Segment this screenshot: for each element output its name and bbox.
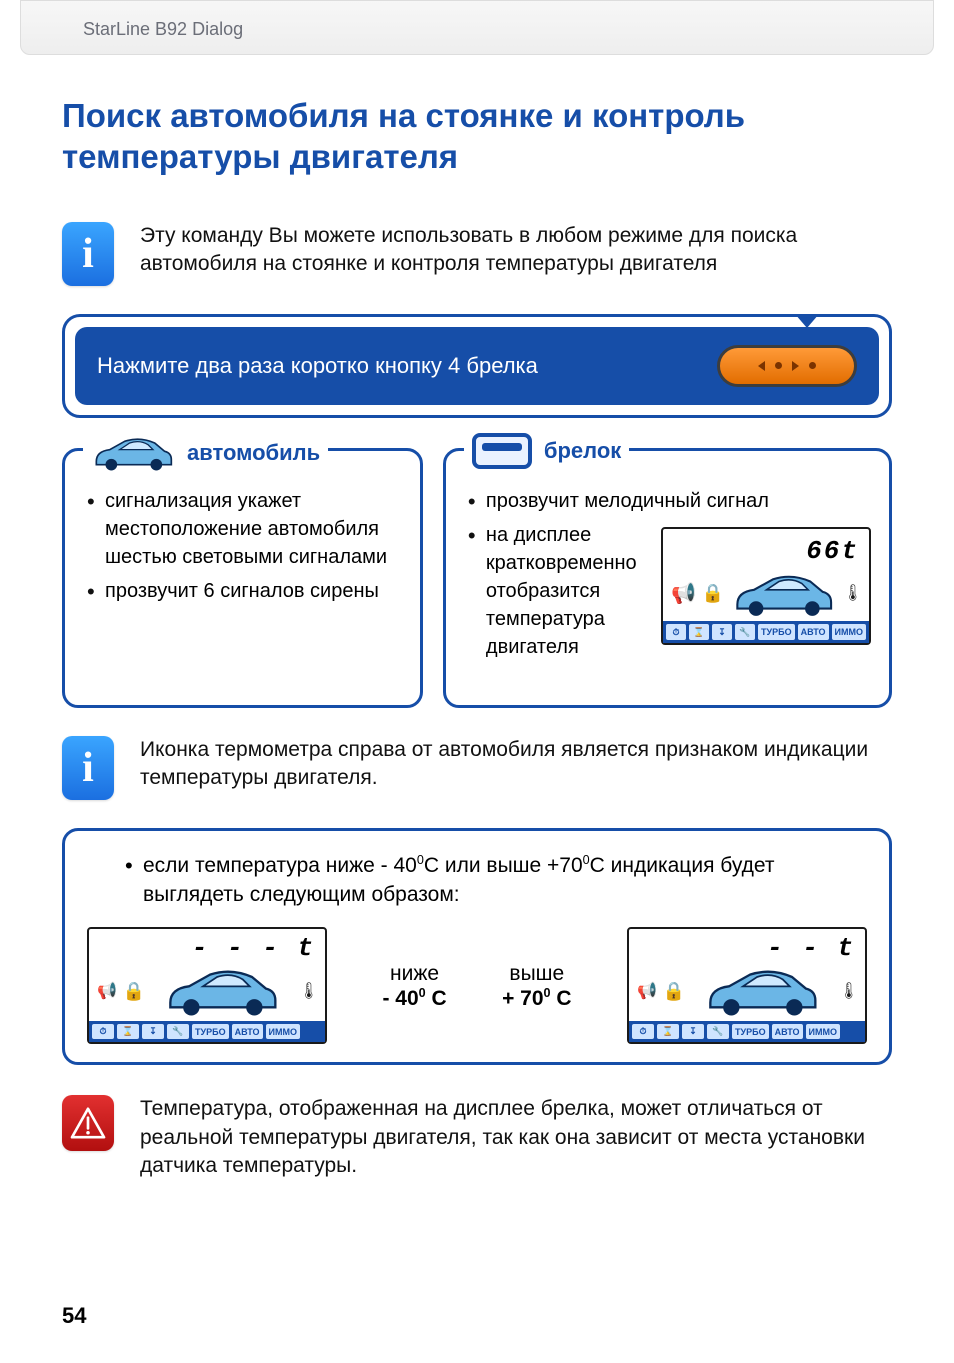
lcd-chip: 🔧 [707, 1024, 729, 1039]
instruction-text: Нажмите два раза коротко кнопку 4 брелка [97, 353, 538, 379]
lcd-chip: ↧ [682, 1024, 704, 1039]
label-line1: ниже [382, 961, 446, 986]
horn-icon: 📢 [97, 981, 117, 1001]
fob-device-icon [472, 433, 532, 469]
lock-icon: 🔒 [663, 981, 685, 1002]
horn-icon: 📢 [637, 981, 657, 1001]
lcd-chip: ⌛ [689, 624, 709, 641]
label-line1: выше [502, 961, 571, 986]
lcd-chip: АВТО [232, 1024, 263, 1039]
page-number: 54 [62, 1303, 86, 1329]
lcd-chip: ТУРБО [758, 624, 795, 641]
lcd-chip: ТУРБО [732, 1024, 769, 1039]
lcd-chip: ТУРБО [192, 1024, 229, 1039]
thermo-note-row: i Иконка термометра справа от автомобиля… [62, 736, 892, 800]
instruction-bar: Нажмите два раза коротко кнопку 4 брелка [75, 327, 879, 405]
lcd-chip: 🔧 [735, 624, 755, 641]
thermometer-icon: 🌡 [299, 981, 319, 1001]
label-line2: + 70 [502, 987, 543, 1010]
lcd-chip: ⌛ [117, 1024, 139, 1039]
lock-icon: 🔒 [702, 581, 724, 606]
lcd-chip: ↧ [142, 1024, 164, 1039]
note-sup: 0 [417, 853, 424, 867]
low-temp-label: ниже - 400 С [382, 961, 446, 1011]
lcd-temp: - - t [629, 929, 865, 963]
car-icon [91, 433, 175, 473]
high-temp-label: выше + 700 С [502, 961, 571, 1011]
automobile-list: сигнализация укажет местоположение автом… [87, 487, 402, 605]
temp-range-frame: если температура ниже - 400С или выше +7… [62, 828, 892, 1066]
lcd-chip: ИММО [832, 624, 866, 641]
info-icon: i [62, 222, 114, 286]
lcd-temp: 66t [663, 529, 869, 569]
lcd-display-high: - - t 📢 🔒 🌡 ⏱ ⌛ ↧ 🔧 [627, 927, 867, 1044]
label-sup: 0 [419, 986, 426, 1000]
lock-icon: 🔒 [123, 981, 145, 1002]
lcd-chip: ИММО [266, 1024, 300, 1039]
list-item: прозвучит 6 сигналов сирены [87, 577, 402, 605]
card-automobile: автомобиль сигнализация укажет местополо… [62, 448, 423, 708]
manual-page: StarLine B92 Dialog Поиск автомобиля на … [0, 0, 954, 1363]
car-icon [730, 569, 836, 619]
label-sup: 0 [544, 986, 551, 1000]
thermometer-icon: 🌡 [839, 981, 859, 1001]
thermo-note: Иконка термометра справа от автомобиля я… [140, 736, 892, 793]
list-item: сигнализация укажет местоположение автом… [87, 487, 402, 571]
lcd-chip: ⌛ [657, 1024, 679, 1039]
warning-icon [62, 1095, 114, 1151]
keyfob-icon [717, 345, 857, 387]
content: Поиск автомобиля на стоянке и контроль т… [0, 95, 954, 1180]
label-unit: С [426, 987, 447, 1010]
label-line2: - 40 [382, 987, 418, 1010]
card-heading-automobile: автомобиль [83, 433, 328, 473]
lcd-chip: ⏱ [666, 624, 686, 641]
lcd-status-bar: ⏱ ⌛ ↧ 🔧 ТУРБО АВТО ИММО [663, 621, 869, 644]
fob-item2-text: на дисплее кратковременно отобразится те… [486, 524, 637, 658]
warning-row: Температура, отображенная на дисплее бре… [62, 1095, 892, 1180]
lcd-chip: 🔧 [167, 1024, 189, 1039]
label-unit: С [551, 987, 572, 1010]
list-item: прозвучит мелодичный сигнал [468, 487, 871, 515]
intro-row: i Эту команду Вы можете использовать в л… [62, 222, 892, 286]
header-band: StarLine B92 Dialog [20, 0, 934, 55]
product-name: StarLine B92 Dialog [83, 19, 243, 39]
note-sup: 0 [583, 853, 590, 867]
instruction-frame: Нажмите два раза коротко кнопку 4 брелка [62, 314, 892, 418]
page-title: Поиск автомобиля на стоянке и контроль т… [62, 95, 892, 178]
horn-icon: 📢 [671, 580, 696, 608]
note-part: если температура ниже - 40 [143, 854, 417, 877]
lcd-display-low: - - - t 📢 🔒 🌡 ⏱ ⌛ ↧ 🔧 [87, 927, 327, 1044]
lcd-chip: ↧ [712, 624, 732, 641]
car-icon [691, 963, 832, 1019]
note-part: С или выше +70 [424, 854, 583, 877]
intro-text: Эту команду Вы можете использовать в люб… [140, 222, 892, 279]
lcd-chip: ⏱ [632, 1024, 654, 1039]
lock-icons: 📢 🔒 [669, 580, 724, 608]
card-heading-label: автомобиль [187, 440, 320, 466]
warning-text: Температура, отображенная на дисплее бре… [140, 1095, 892, 1180]
cards-row: автомобиль сигнализация укажет местополо… [62, 448, 892, 708]
thermometer-icon: 🌡 [843, 583, 863, 605]
lcd-chip: ⏱ [92, 1024, 114, 1039]
chevron-down-icon [795, 314, 819, 328]
fob-list: прозвучит мелодичный сигнал 66t 📢 🔒 [468, 487, 871, 661]
lcd-chip: ИММО [806, 1024, 840, 1039]
lcd-chip: АВТО [772, 1024, 803, 1039]
card-heading-label: брелок [544, 438, 621, 464]
temp-row: - - - t 📢 🔒 🌡 ⏱ ⌛ ↧ 🔧 [87, 927, 867, 1044]
lcd-temp: - - - t [89, 929, 325, 963]
temp-range-note: если температура ниже - 400С или выше +7… [87, 851, 867, 910]
lcd-chip: АВТО [798, 624, 829, 641]
card-fob: брелок прозвучит мелодичный сигнал 66t 📢 [443, 448, 892, 708]
list-item: 66t 📢 🔒 [468, 521, 871, 661]
info-icon: i [62, 736, 114, 800]
car-icon [151, 963, 292, 1019]
lcd-display: 66t 📢 🔒 [661, 527, 871, 646]
card-heading-fob: брелок [464, 433, 629, 469]
